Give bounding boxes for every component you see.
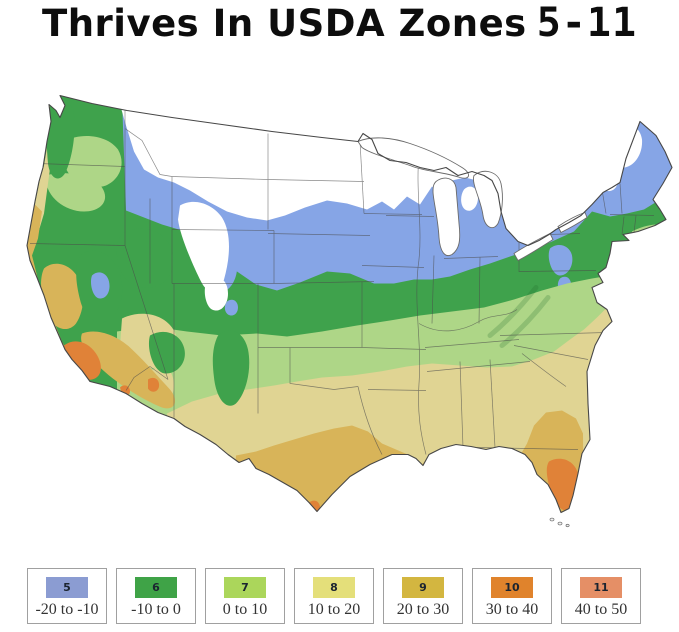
lake-ontario	[557, 211, 588, 234]
state-borders	[29, 103, 655, 455]
zone-number: 6	[152, 581, 160, 594]
legend-item-zone-6: 6 -10 to 0	[116, 568, 196, 624]
lake-huron	[472, 170, 503, 229]
page-title: Thrives In USDA Zones 5-11	[0, 0, 679, 46]
zone-number: 11	[593, 581, 609, 594]
zone-10-swatch: 10	[491, 577, 533, 598]
legend-item-zone-5: 5 -20 to -10	[27, 568, 107, 624]
us-hardiness-map-svg	[26, 94, 673, 528]
legend-item-zone-9: 9 20 to 30	[383, 568, 463, 624]
lake-michigan	[432, 177, 461, 256]
zone-number: 10	[504, 581, 520, 594]
sierra-crest-blue-patch	[90, 272, 239, 316]
zone-temperature-range: -10 to 0	[131, 601, 181, 618]
zone-temperature-range: -20 to -10	[35, 601, 99, 618]
zone-number: 7	[241, 581, 249, 594]
zone-number: 5	[63, 581, 71, 594]
zone-temperature-range: 0 to 10	[222, 601, 268, 618]
zone-temperature-range: 40 to 50	[574, 601, 628, 618]
zone-9-swatch: 9	[402, 577, 444, 598]
us-hardiness-map	[22, 82, 677, 560]
zone-8-swatch: 8	[313, 577, 355, 598]
legend-item-zone-8: 8 10 to 20	[294, 568, 374, 624]
florida-keys	[549, 517, 570, 528]
title-text: Thrives In USDA Zones	[41, 2, 527, 45]
zone-6-swatch: 6	[135, 577, 177, 598]
zone-number: 9	[419, 581, 427, 594]
zone-number: 8	[330, 581, 338, 594]
zone-11-swatch: 11	[580, 577, 622, 598]
us-coast-outline	[26, 94, 673, 514]
great-lakes	[357, 137, 588, 262]
lake-erie	[513, 232, 554, 262]
zone-5-swatch: 5	[46, 577, 88, 598]
legend-item-zone-10: 10 30 to 40	[472, 568, 552, 624]
zone-temperature-range: 10 to 20	[307, 601, 361, 618]
title-zone-range: 5-11	[536, 0, 638, 46]
zone-fill-layers	[27, 95, 672, 513]
appalachian-relief-shading	[487, 285, 551, 348]
legend-item-zone-7: 7 0 to 10	[205, 568, 285, 624]
zone-temperature-range: 20 to 30	[396, 601, 450, 618]
zone-temperature-range: 30 to 40	[485, 601, 539, 618]
zone-legend: 5 -20 to -10 6 -10 to 0 7 0 to 10 8 10 t…	[27, 568, 657, 626]
western-mountain-green-patches	[46, 98, 250, 406]
legend-item-zone-11: 11 40 to 50	[561, 568, 641, 624]
zone-7-swatch: 7	[224, 577, 266, 598]
